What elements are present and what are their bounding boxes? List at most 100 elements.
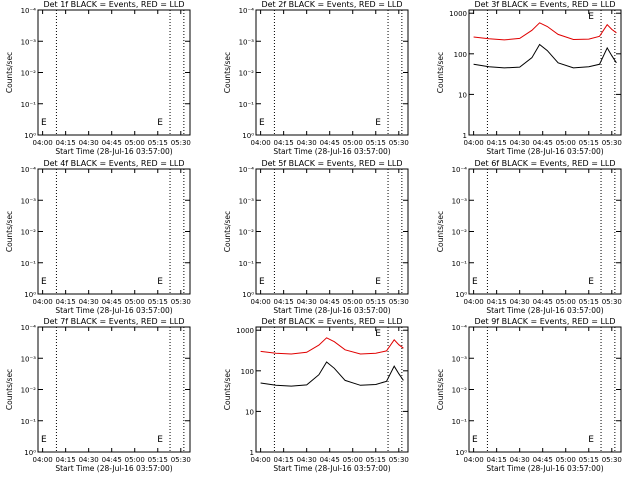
x-tick-label: 05:15 (366, 139, 386, 147)
panel-title: Det 2f BLACK = Events, RED = LLD (261, 0, 402, 9)
y-tick-label: 10⁻² (452, 229, 468, 237)
x-tick-label: 04:30 (510, 139, 530, 147)
x-tick-label: 04:45 (533, 298, 553, 306)
y-tick-label: 10⁰ (24, 449, 36, 457)
x-tick-label: 04:45 (102, 456, 122, 464)
y-tick-label: 1000 (236, 327, 254, 335)
event-marker: E (375, 118, 381, 128)
x-tick-label: 05:15 (366, 456, 386, 464)
x-tick-label: 05:15 (148, 456, 168, 464)
x-tick-label: 04:15 (274, 298, 294, 306)
x-axis-label: Start Time (28-Jul-16 03:57:00) (55, 147, 172, 156)
x-tick-label: 04:15 (487, 139, 507, 147)
panel-title: Det 7f BLACK = Events, RED = LLD (43, 317, 184, 326)
x-tick-label: 05:00 (343, 139, 363, 147)
plot-frame (37, 326, 191, 453)
event-marker: E (375, 277, 381, 287)
plot-frame (255, 168, 409, 295)
panel-title: Det 1f BLACK = Events, RED = LLD (43, 0, 184, 9)
x-tick-label: 05:30 (171, 139, 191, 147)
y-tick-label: 100 (454, 51, 467, 59)
x-tick-label: 05:15 (148, 139, 168, 147)
x-tick-label: 04:30 (297, 298, 317, 306)
x-tick-label: 04:15 (56, 298, 76, 306)
event-marker: E (588, 277, 594, 287)
y-tick-label: 10 (245, 408, 254, 416)
y-axis-label: Counts/sec (223, 211, 232, 252)
event-marker: E (259, 277, 265, 287)
plot-frame (468, 9, 622, 136)
y-tick-label: 10⁰ (24, 132, 36, 140)
plot-frame (255, 9, 409, 136)
event-marker: E (157, 118, 163, 128)
y-tick-label: 10⁻² (239, 70, 255, 78)
y-tick-label: 10⁰ (242, 291, 254, 299)
x-tick-label: 04:45 (320, 456, 340, 464)
x-tick-label: 05:30 (389, 139, 409, 147)
y-tick-label: 10⁻² (452, 387, 468, 395)
y-tick-label: 10⁻¹ (21, 101, 37, 109)
detector-panel: Det 9f BLACK = Events, RED = LLD 04:00 04:… (436, 317, 622, 473)
x-tick-label: 04:00 (464, 456, 484, 464)
y-tick-label: 10⁻¹ (239, 260, 255, 268)
y-axis-label: Counts/sec (436, 369, 445, 410)
x-tick-label: 04:30 (510, 456, 530, 464)
y-axis-label: Counts/sec (5, 52, 14, 93)
y-tick-label: 10⁻⁴ (21, 324, 37, 332)
y-tick-label: 10⁻⁴ (21, 166, 37, 174)
y-tick-label: 1 (463, 132, 467, 140)
x-tick-label: 04:30 (79, 456, 99, 464)
y-tick-label: 10⁻⁴ (452, 324, 468, 332)
x-axis-label: Start Time (28-Jul-16 03:57:00) (486, 306, 603, 315)
series-line (473, 22, 617, 41)
x-tick-label: 04:30 (79, 298, 99, 306)
x-tick-label: 04:30 (297, 456, 317, 464)
x-tick-label: 05:30 (389, 298, 409, 306)
panel-title: Det 3f BLACK = Events, RED = LLD (474, 0, 615, 9)
y-tick-label: 10⁻² (21, 229, 37, 237)
series-line (473, 43, 617, 69)
x-tick-label: 05:00 (125, 456, 145, 464)
plot-frame (468, 326, 622, 453)
y-tick-label: 10⁻¹ (21, 260, 37, 268)
x-tick-label: 04:00 (33, 456, 53, 464)
x-tick-label: 05:30 (171, 298, 191, 306)
x-tick-label: 04:45 (533, 456, 553, 464)
y-axis-label: Counts/sec (223, 369, 232, 410)
y-axis-label: Counts/sec (5, 211, 14, 252)
x-tick-label: 04:00 (251, 139, 271, 147)
y-tick-label: 10⁻³ (21, 38, 37, 46)
series-line (260, 361, 404, 387)
x-tick-label: 04:00 (464, 298, 484, 306)
y-tick-label: 10⁻³ (21, 355, 37, 363)
x-tick-label: 04:00 (33, 298, 53, 306)
y-axis-label: Counts/sec (436, 211, 445, 252)
x-tick-label: 05:00 (125, 298, 145, 306)
x-axis-label: Start Time (28-Jul-16 03:57:00) (55, 306, 172, 315)
x-axis-label: Start Time (28-Jul-16 03:57:00) (55, 464, 172, 473)
x-tick-label: 04:15 (56, 456, 76, 464)
plot-frame (37, 168, 191, 295)
y-tick-label: 10⁻³ (239, 38, 255, 46)
event-marker: E (157, 435, 163, 445)
y-axis-label: Counts/sec (223, 52, 232, 93)
panel-title: Det 9f BLACK = Events, RED = LLD (474, 317, 615, 326)
panel-title: Det 6f BLACK = Events, RED = LLD (474, 159, 615, 168)
x-tick-label: 04:45 (533, 139, 553, 147)
x-tick-label: 05:15 (148, 298, 168, 306)
y-tick-label: 10⁻³ (452, 197, 468, 205)
event-marker: E (157, 277, 163, 287)
y-tick-label: 1000 (449, 10, 467, 18)
event-marker: E (41, 435, 47, 445)
event-marker: E (259, 118, 265, 128)
x-tick-label: 05:00 (343, 298, 363, 306)
y-tick-label: 10⁻¹ (452, 260, 468, 268)
x-tick-label: 04:45 (102, 139, 122, 147)
x-tick-label: 04:45 (102, 298, 122, 306)
x-axis-label: Start Time (28-Jul-16 03:57:00) (273, 464, 390, 473)
